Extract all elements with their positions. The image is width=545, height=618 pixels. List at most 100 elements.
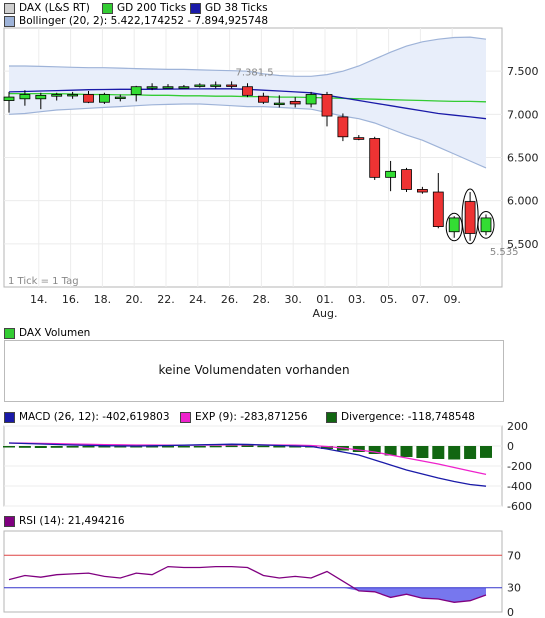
tick-note: 1 Tick = 1 Tag — [8, 276, 79, 287]
candle-body — [242, 86, 253, 96]
candle — [35, 92, 47, 110]
price-x-tick-label: 01. — [316, 293, 334, 306]
legend-swatch-macd — [4, 411, 15, 423]
rsi-y-tick-label: 70 — [507, 549, 521, 562]
candle — [464, 192, 476, 241]
candle — [432, 173, 444, 229]
legend-rsi: RSI (14): 21,494216 — [4, 514, 125, 528]
candle — [83, 91, 94, 104]
price-x-tick-label: 28. — [253, 293, 271, 306]
candle — [480, 214, 492, 236]
divergence-bar — [352, 446, 365, 452]
divergence-bar — [336, 446, 349, 451]
divergence-bar — [432, 446, 445, 459]
candle-body — [194, 84, 206, 87]
bollinger-band-fill — [9, 37, 486, 168]
candle — [321, 91, 333, 127]
candle — [114, 94, 126, 102]
candle — [385, 160, 397, 192]
divergence-bar — [34, 446, 47, 448]
price-x-tick-label: 05. — [380, 293, 398, 306]
candle — [401, 167, 412, 193]
price-chart: 5.500 6.000 6.500 7.000 7.500 7.381,5 5.535 1 T… — [3, 27, 539, 320]
legend-swatch-bollinger — [4, 15, 15, 27]
price-x-tick-label: 24. — [189, 293, 207, 306]
legend-swatch-dax — [4, 2, 15, 14]
divergence-bar — [177, 446, 190, 448]
candle-body — [83, 94, 94, 103]
candle-body — [3, 96, 15, 101]
price-y-tick-label: 5.500 — [507, 238, 539, 251]
candle-body — [99, 94, 110, 103]
candle-body — [305, 94, 317, 105]
macd-line — [8, 442, 487, 487]
candle-body — [178, 86, 190, 89]
candle — [178, 84, 190, 89]
candle-body — [114, 96, 126, 99]
rsi-plot-area — [3, 530, 503, 613]
legend-swatch-rsi — [4, 515, 15, 527]
divergence-bar — [82, 446, 95, 448]
legend-swatch-divergence — [326, 411, 337, 423]
candle-body — [257, 95, 269, 103]
candle-body — [226, 84, 238, 87]
candle — [273, 95, 285, 108]
rsi-oversold-fill — [342, 587, 486, 603]
candle — [162, 84, 174, 89]
candle — [242, 83, 253, 98]
bollinger-upper-line — [9, 36, 487, 77]
candle-body — [448, 217, 460, 233]
candle-body — [353, 137, 365, 140]
circled-candle-marker — [461, 188, 479, 245]
divergence-bar — [193, 446, 206, 448]
volume-panel: keine Volumendaten vorhanden — [4, 340, 504, 402]
candle — [226, 81, 238, 89]
divergence-bar — [305, 446, 318, 448]
legend-gd200: GD 200 Ticks — [102, 1, 186, 15]
candle-body — [432, 191, 444, 227]
candle-body — [401, 169, 412, 190]
legend-exp: EXP (9): -283,871256 — [180, 410, 308, 424]
candle — [369, 136, 381, 180]
bollinger-lower-line — [8, 103, 487, 169]
legend-volume: DAX Volumen — [4, 326, 90, 340]
legend-label-exp: EXP (9): -283,871256 — [195, 411, 308, 423]
candle-body — [289, 100, 301, 105]
legend-label-bollinger: Bollinger (20, 2): 5.422,174252 - 7.894,… — [19, 15, 269, 27]
candle-body — [464, 201, 476, 234]
candle-body — [67, 94, 78, 97]
divergence-bar — [98, 446, 111, 448]
macd-plot-area — [3, 425, 503, 507]
divergence-bar — [400, 446, 413, 457]
price-x-tick-label: 20. — [125, 293, 143, 306]
price-x-tick-label: 14. — [30, 293, 48, 306]
rsi-y-tick-label: 0 — [507, 606, 514, 618]
divergence-bar — [130, 446, 143, 448]
macd-y-tick-label: -600 — [507, 500, 532, 513]
price-x-tick-label: 16. — [62, 293, 80, 306]
divergence-bar — [114, 446, 127, 448]
candle — [67, 91, 78, 99]
divergence-bar — [289, 446, 302, 448]
divergence-bar — [273, 446, 286, 448]
candle — [130, 85, 142, 102]
legend-label-volume: DAX Volumen — [19, 327, 91, 339]
divergence-bar — [146, 446, 159, 448]
legend-label-macd: MACD (26, 12): -402,619803 — [19, 411, 170, 423]
divergence-bar — [66, 446, 79, 448]
price-x-tick-label: 09. — [443, 293, 461, 306]
divergence-bar — [321, 446, 333, 449]
divergence-bar — [464, 446, 477, 459]
legend-label-dax: DAX (L&S RT) — [19, 2, 90, 14]
candle — [3, 91, 15, 113]
candle-body — [369, 138, 381, 178]
macd-y-tick-label: -400 — [507, 480, 532, 493]
candle — [353, 135, 365, 141]
candle — [194, 83, 206, 88]
candle-body — [146, 86, 158, 89]
candle-body — [210, 84, 222, 87]
candle-body — [480, 217, 492, 233]
divergence-bar — [480, 446, 492, 458]
candle — [51, 92, 63, 101]
divergence-bar — [3, 446, 15, 448]
